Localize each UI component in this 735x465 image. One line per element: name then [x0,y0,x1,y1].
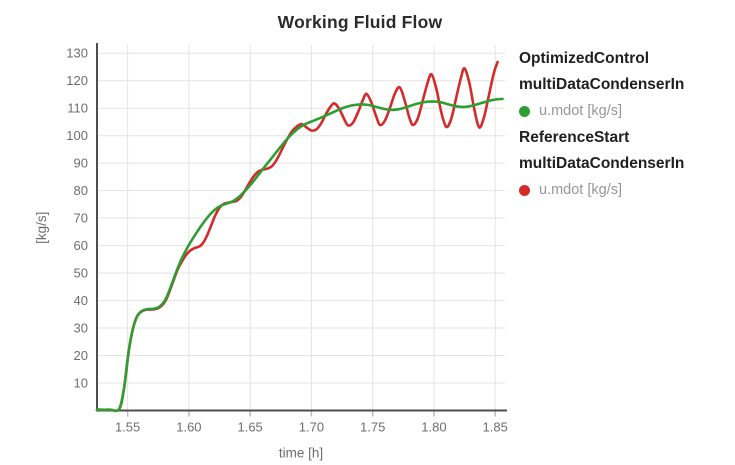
y-axis-title: [kg/s] [34,212,49,244]
legend-item-referencestart: ReferenceStart multiDataCondenserIn u.md… [519,125,729,204]
legend: OptimizedControl multiDataCondenserIn u.… [519,46,729,204]
legend-item-optimizedcontrol: OptimizedControl multiDataCondenserIn u.… [519,46,729,125]
x-tick-label: 1.65 [237,420,262,435]
red-series-marker-icon [519,185,530,196]
y-tick-label: 100 [66,128,88,143]
chart-title: Working Fluid Flow [277,12,443,32]
legend-header: multiDataCondenserIn [519,155,685,172]
legend-header: ReferenceStart [519,129,630,146]
y-tick-label: 90 [74,156,88,171]
x-tick-label: 1.60 [176,420,201,435]
y-tick-label: 10 [74,376,88,391]
x-axis-title: time [h] [279,446,323,461]
y-tick-label: 110 [67,101,88,116]
legend-series-row[interactable]: u.mdot [kg/s] [519,177,729,204]
legend-header: OptimizedControl [519,50,650,67]
y-tick-label: 40 [74,293,88,308]
y-tick-label: 60 [74,238,88,253]
x-tick-label: 1.70 [299,420,324,435]
y-tick-label: 30 [74,321,88,336]
series-line-optimizedcontrol [95,97,504,413]
series-line-referencestart [95,60,499,413]
y-tick-label: 80 [74,183,88,198]
x-tick-label: 1.55 [115,420,140,435]
x-tick-label: 1.75 [360,420,385,435]
x-tick-label: 1.80 [421,420,446,435]
green-series-marker-icon [519,106,530,117]
legend-series-label: u.mdot [kg/s] [539,182,623,198]
y-tick-label: 20 [74,348,88,363]
legend-series-label: u.mdot [kg/s] [539,103,623,119]
y-tick-label: 130 [66,46,88,61]
x-tick-label: 1.85 [483,420,508,435]
legend-series-row[interactable]: u.mdot [kg/s] [519,98,729,125]
y-tick-label: 70 [74,211,88,226]
y-tick-label: 120 [66,73,88,88]
y-tick-label: 50 [74,266,88,281]
legend-header: multiDataCondenserIn [519,76,685,93]
